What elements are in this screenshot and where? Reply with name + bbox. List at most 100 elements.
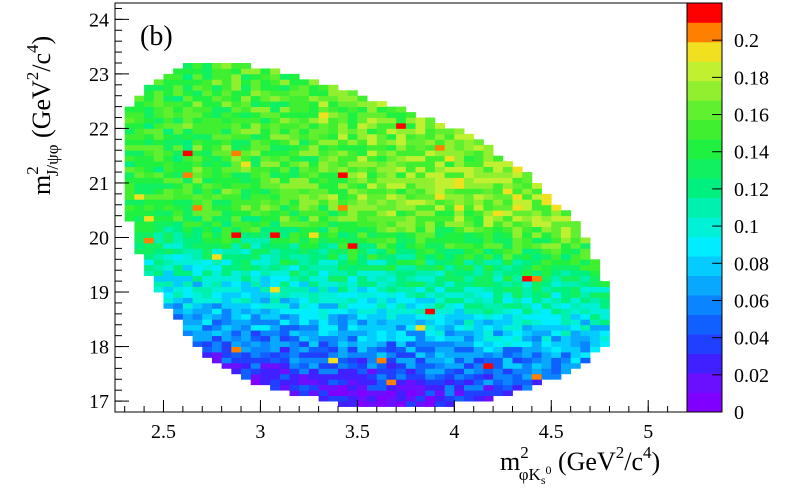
heatmap-cell bbox=[289, 139, 300, 146]
heatmap-cell bbox=[270, 101, 281, 108]
heatmap-cell bbox=[231, 84, 242, 91]
heatmap-cell bbox=[211, 112, 223, 118]
heatmap-cell bbox=[405, 122, 416, 129]
heatmap-cell bbox=[337, 335, 349, 342]
heatmap-cell bbox=[444, 150, 455, 157]
heatmap-cell bbox=[299, 297, 310, 304]
heatmap-cell bbox=[250, 259, 261, 266]
heatmap-cell bbox=[347, 215, 358, 222]
color-scale-swatch bbox=[687, 158, 722, 179]
heatmap-cell bbox=[279, 253, 290, 260]
heatmap-cell bbox=[270, 275, 281, 282]
heatmap-cell bbox=[415, 133, 426, 140]
heatmap-cell bbox=[231, 292, 242, 298]
heatmap-cell bbox=[551, 270, 562, 277]
heatmap-cell bbox=[434, 221, 446, 227]
heatmap-cell bbox=[570, 292, 581, 298]
heatmap-cell bbox=[328, 308, 339, 315]
heatmap-cell bbox=[260, 144, 271, 151]
heatmap-cell bbox=[163, 237, 174, 244]
heatmap-cell bbox=[328, 139, 339, 146]
heatmap-cell bbox=[289, 237, 300, 244]
heatmap-cell bbox=[182, 286, 193, 293]
heatmap-cell bbox=[221, 242, 232, 249]
heatmap-cell bbox=[221, 352, 232, 358]
heatmap-cell bbox=[221, 324, 232, 331]
heatmap-cell bbox=[599, 292, 610, 298]
heatmap-cell bbox=[231, 302, 242, 309]
heatmap-cell bbox=[376, 112, 387, 118]
heatmap-cell bbox=[464, 161, 475, 167]
heatmap-cell bbox=[260, 68, 271, 75]
heatmap-cell bbox=[221, 319, 232, 326]
heatmap-cell bbox=[308, 188, 319, 195]
heatmap-cell bbox=[464, 275, 475, 282]
heatmap-cell bbox=[405, 133, 416, 140]
heatmap-cell bbox=[502, 286, 513, 293]
heatmap-cell bbox=[163, 221, 174, 227]
heatmap-cell bbox=[396, 117, 407, 124]
heatmap-cell bbox=[202, 210, 213, 217]
y-tick-label: 18 bbox=[89, 337, 109, 359]
heatmap-cell bbox=[124, 144, 135, 151]
heatmap-cell bbox=[250, 101, 261, 108]
heatmap-cell bbox=[337, 172, 349, 178]
heatmap-cell bbox=[289, 144, 300, 151]
heatmap-cell bbox=[357, 95, 368, 102]
heatmap-cell bbox=[202, 253, 213, 260]
heatmap-cell bbox=[202, 319, 213, 326]
heatmap-cell bbox=[502, 313, 513, 320]
heatmap-cell bbox=[192, 161, 203, 167]
heatmap-cell bbox=[483, 248, 494, 255]
heatmap-cell bbox=[134, 166, 145, 173]
heatmap-cell bbox=[531, 188, 542, 195]
heatmap-cell bbox=[279, 341, 290, 347]
heatmap-cell bbox=[231, 368, 242, 375]
heatmap-cell bbox=[415, 215, 426, 222]
heatmap-cell bbox=[182, 62, 193, 69]
heatmap-cell bbox=[260, 161, 271, 167]
heatmap-cell bbox=[299, 226, 310, 233]
heatmap-cell bbox=[270, 242, 281, 249]
heatmap-cell bbox=[473, 352, 484, 358]
heatmap-cell bbox=[357, 133, 368, 140]
heatmap-cell bbox=[415, 313, 426, 320]
heatmap-cell bbox=[289, 335, 300, 342]
heatmap-cell bbox=[405, 384, 416, 391]
heatmap-cell bbox=[231, 193, 242, 200]
heatmap-cell bbox=[211, 352, 223, 358]
heatmap-cell bbox=[163, 150, 174, 157]
heatmap-cell bbox=[512, 193, 523, 200]
heatmap-cell bbox=[124, 188, 135, 195]
heatmap-cell bbox=[483, 384, 494, 391]
heatmap-cell bbox=[473, 292, 484, 298]
heatmap-cell bbox=[570, 270, 581, 277]
heatmap-cell bbox=[308, 330, 319, 337]
heatmap-cell bbox=[531, 352, 542, 358]
heatmap-cell bbox=[299, 264, 310, 271]
heatmap-cell bbox=[192, 84, 203, 91]
heatmap-cell bbox=[153, 199, 164, 206]
heatmap-cell bbox=[328, 204, 339, 211]
heatmap-cell bbox=[260, 166, 271, 173]
heatmap-cell bbox=[202, 112, 213, 118]
heatmap-cell bbox=[512, 324, 523, 331]
heatmap-cell bbox=[386, 177, 397, 184]
heatmap-cell bbox=[570, 264, 581, 271]
heatmap-cell bbox=[250, 237, 261, 244]
heatmap-cell bbox=[367, 253, 378, 260]
heatmap-cell bbox=[376, 215, 387, 222]
heatmap-cell bbox=[211, 144, 223, 151]
heatmap-cell bbox=[299, 210, 310, 217]
heatmap-cell bbox=[464, 226, 475, 233]
heatmap-cell bbox=[502, 221, 513, 227]
heatmap-cell bbox=[279, 330, 290, 337]
heatmap-cell bbox=[473, 215, 484, 222]
heatmap-cell bbox=[357, 330, 368, 337]
heatmap-cell bbox=[192, 177, 203, 184]
heatmap-cell bbox=[483, 264, 494, 271]
heatmap-cell bbox=[328, 259, 339, 266]
heatmap-cell bbox=[367, 172, 378, 178]
heatmap-cell bbox=[425, 177, 436, 184]
heatmap-cell bbox=[464, 199, 475, 206]
